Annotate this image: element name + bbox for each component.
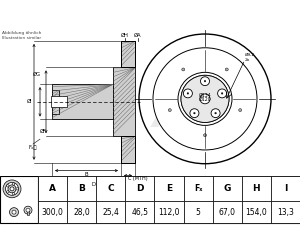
Bar: [184, 201, 213, 223]
Circle shape: [10, 187, 14, 191]
Text: H: H: [253, 184, 260, 193]
Text: D: D: [136, 184, 144, 193]
Circle shape: [178, 72, 232, 125]
Text: 24.0328-0106.1: 24.0328-0106.1: [74, 9, 178, 22]
Text: D: D: [92, 182, 95, 187]
Text: Fₓ: Fₓ: [194, 184, 202, 193]
Circle shape: [194, 112, 195, 114]
Bar: [38, 201, 67, 223]
Circle shape: [7, 185, 9, 187]
Text: ØI: ØI: [27, 99, 33, 104]
Bar: [213, 176, 242, 201]
Circle shape: [181, 75, 229, 122]
Text: 13,3: 13,3: [277, 208, 294, 217]
Circle shape: [139, 34, 271, 164]
Text: 2x: 2x: [245, 58, 250, 62]
Circle shape: [12, 193, 15, 195]
Text: 67,0: 67,0: [219, 208, 236, 217]
Text: G: G: [224, 184, 231, 193]
Text: B: B: [78, 184, 85, 193]
Circle shape: [5, 182, 19, 195]
Circle shape: [200, 94, 210, 104]
Text: 46,5: 46,5: [131, 208, 148, 217]
Text: A: A: [49, 184, 56, 193]
Circle shape: [190, 109, 199, 118]
Circle shape: [8, 185, 16, 193]
Circle shape: [187, 93, 189, 94]
Text: C (MTH): C (MTH): [128, 176, 148, 181]
Circle shape: [218, 89, 226, 98]
Text: I: I: [284, 184, 287, 193]
Text: 25,4: 25,4: [102, 208, 119, 217]
Bar: [242, 201, 271, 223]
Bar: [52, 90, 59, 114]
Bar: [213, 201, 242, 223]
Circle shape: [211, 109, 220, 118]
Text: Fₓ⦿: Fₓ⦿: [29, 144, 37, 149]
Text: 28,0: 28,0: [73, 208, 90, 217]
Bar: [271, 176, 300, 201]
Bar: [154, 176, 184, 201]
Text: 154,0: 154,0: [245, 208, 267, 217]
Circle shape: [7, 191, 9, 193]
Text: ØG: ØG: [33, 72, 41, 77]
Text: C: C: [107, 184, 114, 193]
Circle shape: [204, 80, 206, 82]
Circle shape: [203, 134, 206, 137]
Bar: [113, 68, 135, 136]
Text: 300,0: 300,0: [42, 208, 64, 217]
Bar: [38, 176, 67, 201]
Bar: [27, 210, 29, 215]
Bar: [242, 176, 271, 201]
Text: ATE: ATE: [152, 94, 238, 136]
Circle shape: [200, 77, 209, 86]
Text: Ø134: Ø134: [199, 92, 212, 97]
Text: Abbildung ähnlich: Abbildung ähnlich: [2, 31, 41, 35]
Bar: [125, 201, 154, 223]
Bar: [121, 136, 135, 163]
Bar: [96, 201, 125, 223]
Text: ØF: ØF: [40, 129, 46, 134]
Text: 5: 5: [196, 208, 200, 217]
Text: Ø120: Ø120: [199, 97, 212, 102]
Bar: [96, 176, 125, 201]
Text: ØA: ØA: [134, 32, 142, 38]
Bar: [67, 176, 96, 201]
Circle shape: [12, 210, 16, 214]
Text: B: B: [85, 171, 88, 177]
Bar: [121, 41, 135, 68]
Circle shape: [12, 183, 15, 185]
Bar: [184, 176, 213, 201]
Text: 112,0: 112,0: [158, 208, 180, 217]
Text: 528106: 528106: [200, 9, 250, 22]
Bar: [125, 176, 154, 201]
Circle shape: [181, 75, 229, 122]
Bar: [271, 201, 300, 223]
Bar: [121, 136, 135, 163]
Bar: [38, 176, 300, 223]
Circle shape: [153, 48, 257, 150]
Circle shape: [26, 208, 30, 212]
Bar: [121, 41, 135, 68]
Circle shape: [225, 68, 228, 71]
Bar: [67, 201, 96, 223]
Circle shape: [24, 206, 32, 214]
Text: Illustration similar: Illustration similar: [2, 36, 41, 40]
Circle shape: [16, 188, 18, 190]
Circle shape: [239, 109, 242, 112]
Circle shape: [168, 109, 171, 112]
Circle shape: [10, 208, 19, 217]
Bar: [154, 201, 184, 223]
Text: Ø9,2: Ø9,2: [245, 53, 255, 57]
Bar: [0, 176, 38, 223]
Circle shape: [3, 180, 21, 198]
Circle shape: [183, 89, 192, 98]
Text: ØH: ØH: [121, 32, 129, 38]
Circle shape: [221, 93, 223, 94]
Bar: [51, 96, 67, 107]
Bar: [52, 84, 113, 119]
Text: E: E: [166, 184, 172, 193]
Circle shape: [182, 68, 185, 71]
Circle shape: [215, 112, 216, 114]
